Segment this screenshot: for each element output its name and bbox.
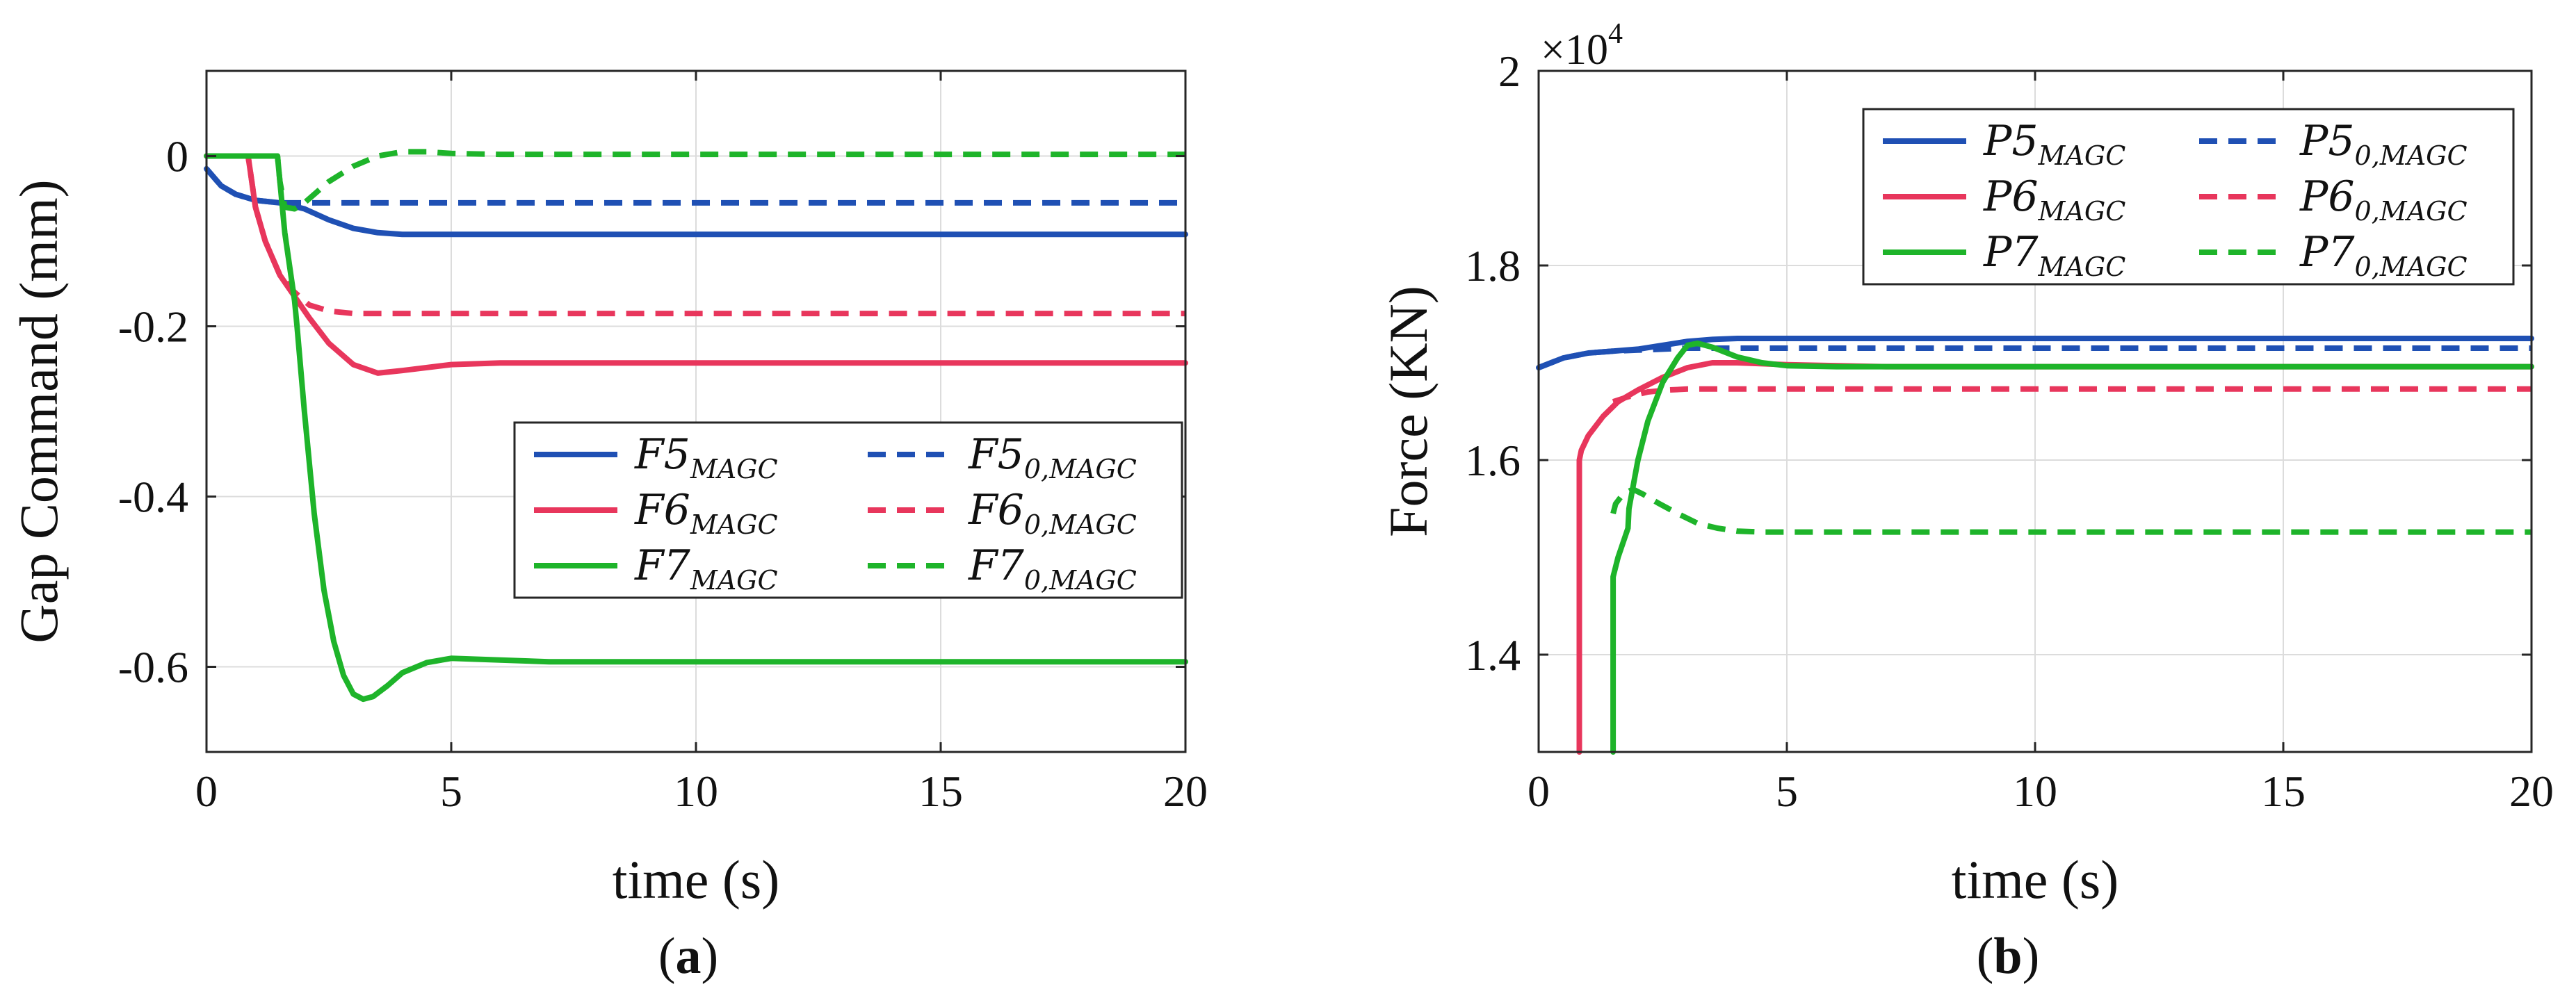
legend-b: P5MAGCP6MAGCP7MAGCP50,MAGCP60,MAGCP70,MA… [1862,108,2515,286]
series-line-b-p6-0-magc [1612,386,2532,404]
series-line-a-f6-0-magc [206,153,1185,317]
series-line-a-f7-magc [204,153,1188,703]
series-group-a [204,149,1188,703]
legend-entry-main: P5 [2299,117,2355,165]
legend-entry-sub: MAGC [690,454,778,484]
legend-entry-b: P7MAGC [1983,228,2125,282]
legend-entry-main: P7 [2299,228,2355,277]
legend-entry-main: F6 [634,486,690,534]
panel-label-b: (b) [1977,928,2039,985]
legend-entry-main: P6 [1983,172,2039,221]
x-tick-label-a: 15 [918,767,963,816]
series-line-a-f6-magc [204,153,1188,376]
legend-entry-sub: 0,MAGC [2355,140,2468,171]
panel-label-a-letter: a [676,928,702,985]
legend-entry-main: F5 [968,430,1024,479]
series-group-b [1536,336,2534,755]
y-axis-label-a: Gap Command (mm) [8,179,69,643]
x-axis-label-a: time (s) [613,849,779,910]
legend-entry-b: P6MAGC [1983,172,2125,227]
x-tick-label-a: 0 [195,767,218,816]
series-line-b-p7-magc [1610,341,2534,755]
legend-entry-sub: MAGC [2038,140,2126,171]
legend-entry-sub: MAGC [2038,252,2126,282]
series-line-a-f7-0-magc [206,149,1185,212]
y-tick-label-a: -0.2 [118,302,188,352]
legend-entry-sub: MAGC [2038,196,2126,227]
y-tick-label-a: -0.4 [118,473,188,522]
series-line-a-f5-0-magc [204,167,1185,206]
x-tick-label-b: 0 [1528,767,1550,816]
x-tick-label-a: 5 [440,767,462,816]
legend-entry-sub: 0,MAGC [1024,454,1137,484]
y-tick-label-b: 1.8 [1465,241,1521,290]
legend-entry-main: F5 [634,430,690,479]
y-multiplier-base: ×10 [1541,26,1608,74]
x-tick-label-a: 20 [1163,767,1208,816]
x-ticks-a: 0 5 10 15 20 [195,71,1208,816]
x-axis-label-b: time (s) [1952,849,2119,910]
y-ticks-a: 0 -0.2 -0.4 -0.6 [118,132,1185,692]
y-tick-label-b: 1.4 [1465,630,1521,680]
legend-entry-sub: MAGC [690,565,778,596]
y-multiplier-b: ×104 [1541,18,1623,74]
y-tick-label-b: 2 [1498,47,1521,96]
y-tick-label-b: 1.6 [1465,436,1521,485]
legend-entry-a: F60,MAGC [968,486,1137,540]
legend-entry-b: P50,MAGC [2299,117,2468,171]
y-tick-label-a: 0 [166,132,188,181]
y-multiplier-exponent: 4 [1608,18,1623,50]
x-tick-label-a: 10 [674,767,718,816]
legend-entry-sub: 0,MAGC [1024,565,1137,596]
legend-entry-main: P5 [1983,117,2039,165]
chart-panel-b: 0 5 10 15 20 1.41.61.82 P5MAGCP6MAGCP7MAGCP5… [1378,18,2554,985]
legend-entry-sub: MAGC [690,509,778,540]
x-tick-label-b: 10 [2013,767,2057,816]
legend-entry-main: F7 [968,541,1025,590]
legend-entry-a: F7MAGC [634,541,778,596]
legend-entry-sub: 0,MAGC [2355,196,2468,227]
legend-entry-b: P5MAGC [1983,117,2125,171]
legend-entry-main: P7 [1983,228,2039,277]
legend-entry-a: F70,MAGC [968,541,1137,596]
x-tick-label-b: 5 [1776,767,1798,816]
legend-a: F5MAGCF6MAGCF7MAGCF50,MAGCF60,MAGCF70,MA… [513,421,1183,599]
x-tick-label-b: 20 [2509,767,2554,816]
legend-entry-a: F6MAGC [634,486,778,540]
legend-box-b [1862,108,2515,286]
x-tick-label-b: 15 [2261,767,2306,816]
legend-entry-a: F50,MAGC [968,430,1137,484]
panel-label-b-letter: b [1993,928,2022,985]
y-axis-label-b: Force (KN) [1378,286,1439,537]
legend-entry-b: P70,MAGC [2299,228,2468,282]
legend-entry-b: P60,MAGC [2299,172,2468,227]
legend-entry-sub: 0,MAGC [2355,252,2468,282]
legend-entry-main: F7 [634,541,691,590]
y-ticks-b: 1.4 1.6 1.8 2 [1465,47,2532,680]
legend-box-a [513,421,1183,599]
legend-entry-main: P6 [2299,172,2355,221]
chart-panel-a: 0 5 10 15 20 0-0.2-0.4-0.6 F5MAGCF6MAGCF7MAG… [8,69,1208,985]
legend-entry-main: F6 [968,486,1024,534]
legend-entry-a: F5MAGC [634,430,778,484]
panel-label-a: (a) [658,928,718,985]
series-line-b-p5-magc [1536,336,2534,370]
legend-entry-sub: 0,MAGC [1024,509,1137,540]
x-ticks-b: 0 5 10 15 20 [1528,71,2554,816]
y-tick-label-a: -0.6 [118,643,188,692]
